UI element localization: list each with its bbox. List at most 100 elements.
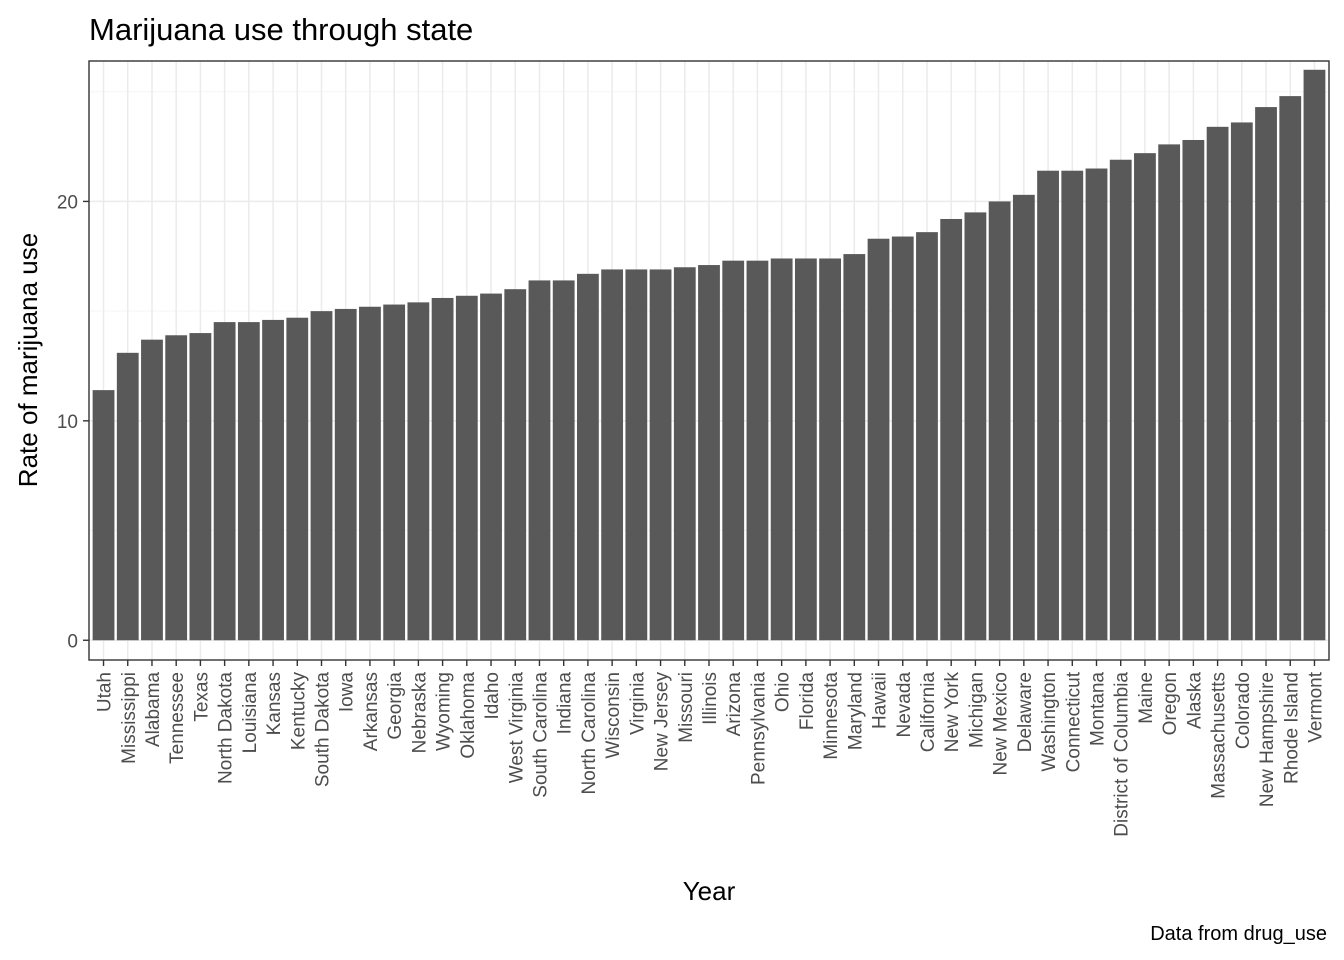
- bar: [673, 267, 696, 641]
- x-tick-label: New Hampshire: [1257, 672, 1278, 807]
- x-tick-label: New Jersey: [652, 672, 673, 772]
- bar: [722, 260, 745, 641]
- x-tick-label: Missouri: [676, 672, 697, 743]
- bar: [1230, 122, 1253, 641]
- bar: [1134, 153, 1156, 641]
- bar: [189, 333, 212, 641]
- x-tick-label: Indiana: [555, 672, 576, 735]
- bar: [552, 280, 575, 641]
- bar: [843, 254, 866, 641]
- x-tick-label: District of Columbia: [1112, 672, 1133, 837]
- bar: [1279, 96, 1302, 641]
- bar: [649, 269, 672, 641]
- y-axis-title: Rate of marijuana use: [13, 233, 43, 487]
- x-tick-label: Alaska: [1184, 672, 1205, 729]
- x-tick-label: North Carolina: [579, 672, 600, 795]
- x-tick-label: Arizona: [724, 672, 745, 737]
- bar: [1158, 144, 1181, 641]
- x-tick-label: Maine: [1136, 672, 1157, 724]
- x-tick-label: Idaho: [482, 672, 503, 720]
- x-tick-label: Wyoming: [434, 672, 455, 751]
- bars: [92, 69, 1326, 641]
- bar: [794, 258, 817, 641]
- bar: [359, 306, 381, 641]
- x-tick-label: New York: [942, 672, 963, 753]
- bar: [528, 280, 551, 641]
- bar: [286, 317, 309, 641]
- bar: [577, 273, 599, 641]
- bar: [625, 269, 648, 641]
- bar: [262, 319, 284, 641]
- bar: [891, 236, 914, 641]
- bar: [407, 302, 430, 641]
- x-tick-label: Louisiana: [240, 672, 261, 754]
- x-tick-label: South Carolina: [530, 672, 551, 798]
- x-tick-label: Kansas: [264, 672, 285, 735]
- bar: [141, 339, 163, 641]
- x-tick-label: Delaware: [1015, 672, 1036, 752]
- bar: [916, 232, 938, 641]
- x-tick-label: Oregon: [1160, 672, 1181, 735]
- bar: [819, 258, 841, 641]
- x-tick-label: Oklahoma: [458, 672, 479, 759]
- x-tick-label: Massachusetts: [1209, 672, 1230, 799]
- bar: [1206, 126, 1229, 641]
- bar: [431, 297, 454, 641]
- x-tick-label: West Virginia: [506, 672, 527, 784]
- bar: [237, 322, 260, 641]
- x-tick-label: Mississippi: [119, 672, 140, 764]
- bar: [1303, 69, 1326, 641]
- bar: [165, 335, 188, 641]
- bar: [1061, 170, 1084, 641]
- x-tick-label: Georgia: [385, 672, 406, 740]
- y-axis: 0 10 20: [57, 192, 89, 652]
- x-tick-label: Montana: [1088, 672, 1109, 746]
- x-tick-label: Maryland: [845, 672, 866, 750]
- bar: [746, 260, 769, 641]
- caption: Data from drug_use: [1150, 923, 1327, 945]
- x-tick-label: South Dakota: [313, 672, 334, 788]
- x-tick-label: Florida: [797, 672, 818, 731]
- x-tick-label: Nevada: [894, 672, 915, 738]
- x-tick-label: Tennessee: [167, 672, 188, 764]
- x-tick-label: New Mexico: [991, 672, 1012, 775]
- bar: [383, 304, 406, 641]
- bar: [698, 265, 720, 641]
- y-tick-label: 20: [57, 192, 78, 213]
- x-tick-label: Connecticut: [1063, 671, 1084, 772]
- x-tick-label: Iowa: [337, 672, 358, 713]
- bar: [92, 390, 115, 641]
- x-tick-label: Virginia: [627, 672, 648, 735]
- x-tick-label: Utah: [95, 672, 116, 712]
- bar: [310, 311, 333, 641]
- bar: [334, 308, 357, 641]
- bar: [1037, 170, 1059, 641]
- bar: [770, 258, 793, 641]
- bar: [1109, 159, 1132, 641]
- bar: [1012, 194, 1035, 641]
- x-tick-label: Minnesota: [821, 672, 842, 760]
- bar: [480, 293, 502, 641]
- x-tick-label: Kentucky: [288, 672, 309, 751]
- x-tick-label: Rhode Island: [1281, 672, 1302, 784]
- bar: [940, 218, 963, 641]
- x-axis: Utah Mississippi Alabama Tennessee Texas Nort…: [95, 660, 1326, 837]
- bar: [1085, 168, 1108, 641]
- x-tick-label: Wisconsin: [603, 672, 624, 759]
- x-tick-label: Alabama: [143, 672, 164, 747]
- bar: [1182, 139, 1205, 641]
- bar: [504, 289, 527, 641]
- bar: [867, 238, 890, 641]
- x-tick-label: Pennsylvania: [748, 672, 769, 785]
- bar: [601, 269, 624, 641]
- chart-title: Marijuana use through state: [89, 12, 473, 47]
- bar: [964, 212, 987, 641]
- x-tick-label: Colorado: [1233, 672, 1254, 749]
- y-tick-label: 0: [67, 631, 78, 652]
- x-tick-label: California: [918, 672, 939, 753]
- x-tick-label: Vermont: [1305, 671, 1326, 742]
- x-tick-label: Hawaii: [870, 672, 891, 729]
- x-axis-title: Year: [683, 876, 736, 906]
- x-tick-label: North Dakota: [216, 672, 237, 784]
